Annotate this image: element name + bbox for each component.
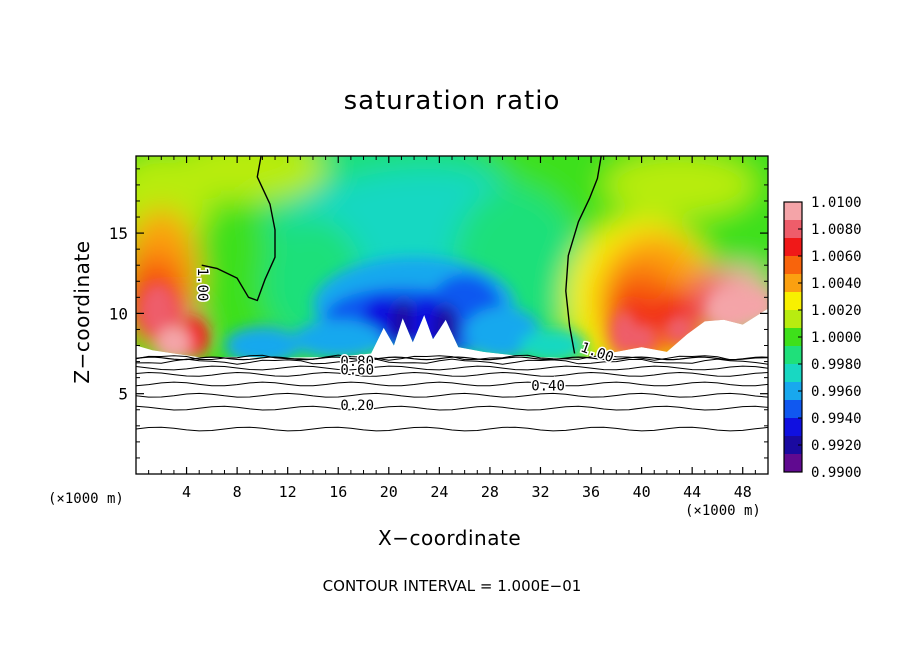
chart-title: saturation ratio xyxy=(343,86,561,116)
y-tick-label: 15 xyxy=(109,224,128,243)
contour-interval-footer: CONTOUR INTERVAL = 1.000E−01 xyxy=(322,577,582,595)
contour-line xyxy=(136,371,768,377)
colorbar-swatch xyxy=(784,400,802,419)
x-tick-label: 44 xyxy=(683,483,701,501)
x-tick-label: 32 xyxy=(531,483,549,501)
contour-label: 0.20 xyxy=(340,398,374,414)
contour-line-1-00 xyxy=(565,156,602,354)
colorbar-swatch xyxy=(784,364,802,383)
colorbar-swatch xyxy=(784,436,802,455)
contour-line xyxy=(136,426,768,432)
colorbar-label: 0.9960 xyxy=(811,384,862,400)
colorbar-label: 1.0040 xyxy=(811,276,862,292)
colorbar-label: 1.0020 xyxy=(811,303,862,319)
colorbar-label: 1.0000 xyxy=(811,330,862,346)
contour-label: 0.60 xyxy=(340,363,374,379)
x-tick-label: 8 xyxy=(233,483,242,501)
x-tick-label: 16 xyxy=(329,483,347,501)
colorbar-swatch xyxy=(784,292,802,311)
colorbar-swatch xyxy=(784,256,802,275)
contour-line xyxy=(136,365,768,371)
contour-line xyxy=(136,392,768,398)
colorbar-label: 1.0080 xyxy=(811,222,862,238)
colorbar-label: 1.0060 xyxy=(811,249,862,265)
x-axis-label: X−coordinate xyxy=(378,526,522,550)
colorbar-swatch xyxy=(784,220,802,239)
x-tick-label: 48 xyxy=(734,483,752,501)
x-tick-label: 4 xyxy=(182,483,191,501)
colorbar-label: 0.9900 xyxy=(811,465,862,481)
colorbar-swatch xyxy=(784,382,802,401)
colorbar-swatch xyxy=(784,418,802,437)
colorbar-label: 0.9980 xyxy=(811,357,862,373)
y-tick-label: 5 xyxy=(118,385,128,404)
x-tick-label: 20 xyxy=(380,483,398,501)
x-unit-label-right: (×1000 m) xyxy=(685,503,761,519)
colorbar: 1.0100 1.0080 1.0060 1.0040 1.0020 1.0000 0.99… xyxy=(783,195,862,481)
x-tick-label: 24 xyxy=(430,483,448,501)
x-unit-label-left: (×1000 m) xyxy=(48,491,124,507)
contour-line xyxy=(136,381,768,387)
plot-area: 1.001.000.800.600.400.20 xyxy=(136,156,768,474)
colorbar-label: 0.9940 xyxy=(811,411,862,427)
contour-line xyxy=(136,358,768,365)
contour-line xyxy=(136,356,768,361)
colorbar-swatch xyxy=(784,328,802,347)
colorbar-swatch xyxy=(784,238,802,257)
contour-label: 0.80 xyxy=(340,354,374,370)
colorbar-swatch xyxy=(784,202,802,221)
contour-line-1-00 xyxy=(201,156,276,302)
x-tick-label: 36 xyxy=(582,483,600,501)
colorbar-label: 0.9920 xyxy=(811,438,862,454)
y-tick-label: 10 xyxy=(109,304,128,323)
x-tick-label: 40 xyxy=(633,483,651,501)
contour-line xyxy=(136,405,768,411)
contour-label: 1.00 xyxy=(194,268,210,302)
field-detail xyxy=(139,257,768,359)
contour-label: 0.40 xyxy=(531,379,565,395)
colorbar-swatch xyxy=(784,346,802,365)
colorbar-swatch xyxy=(784,454,802,473)
x-tick-label: 28 xyxy=(481,483,499,501)
colorbar-swatch xyxy=(784,310,802,329)
colorbar-swatch xyxy=(784,274,802,293)
colorbar-label: 1.0100 xyxy=(811,195,862,211)
saturation-field xyxy=(136,156,768,359)
x-tick-label: 12 xyxy=(279,483,297,501)
